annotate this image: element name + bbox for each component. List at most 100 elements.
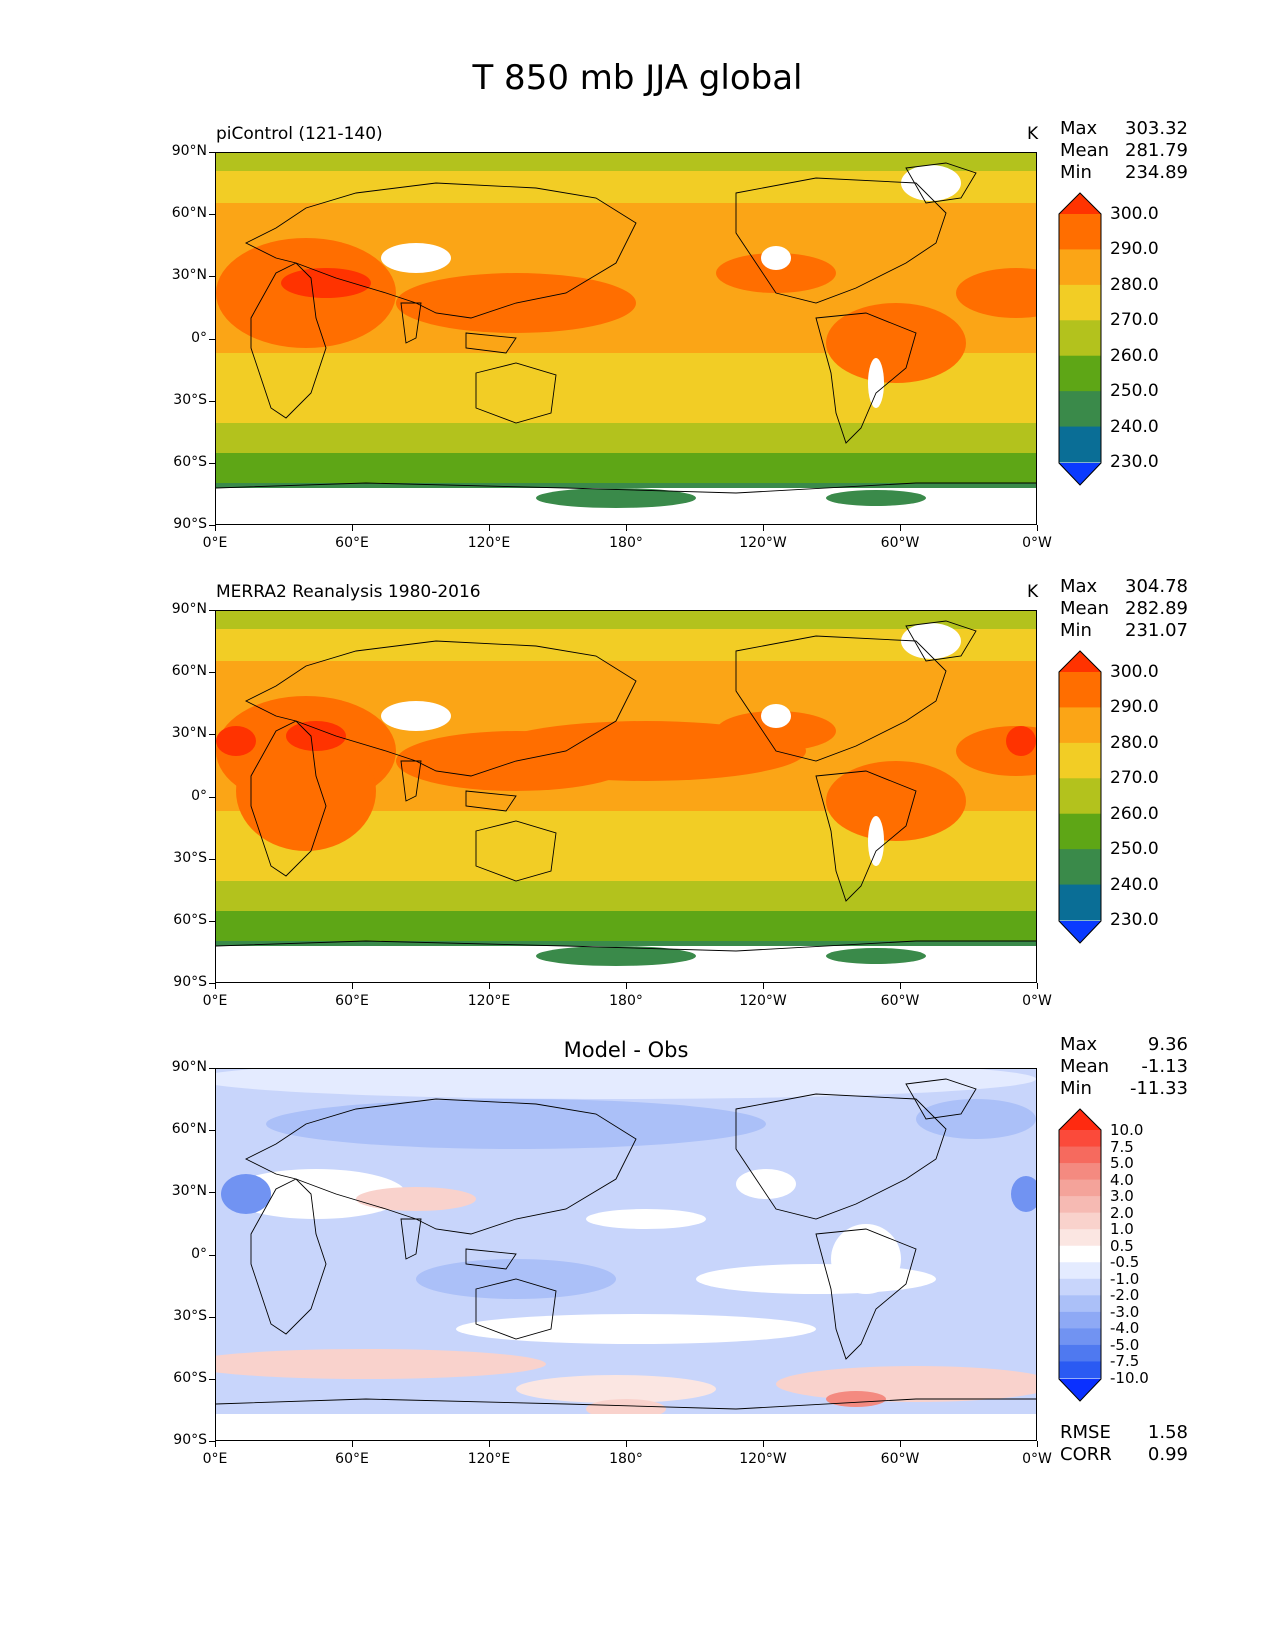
colorbar-outline (1058, 192, 1102, 486)
lon-tick-label: 0°E (202, 535, 228, 551)
coastline (244, 1098, 637, 1235)
colorbar-segment (1059, 1163, 1101, 1181)
colorbar-label: 230.0 (1110, 910, 1159, 930)
lat-tick-label: 0° (191, 1245, 207, 1262)
lon-tick-label: 0°W (1022, 993, 1052, 1009)
temperature-band (216, 453, 1036, 483)
lat-tick-label: 60°N (171, 663, 207, 680)
coastline (815, 770, 917, 902)
lon-tick (489, 1441, 490, 1447)
colorbar-segment (1059, 1361, 1101, 1379)
anomaly-region (696, 1264, 936, 1294)
anomaly-region (221, 1174, 271, 1214)
figure-title: T 850 mb JJA global (472, 58, 803, 98)
hot-region (286, 721, 346, 751)
colorbar-label: 250.0 (1110, 839, 1159, 860)
colorbar-label: 4.0 (1110, 1170, 1134, 1189)
lon-tick-label: 120°W (739, 993, 787, 1009)
lat-tick-label: 30°N (171, 267, 207, 284)
colorbar-label: 290.0 (1110, 239, 1159, 260)
lat-tick (209, 1316, 215, 1318)
lat-tick (209, 525, 215, 526)
coastline (250, 262, 327, 419)
lon-tick (900, 1441, 901, 1447)
colorbar-label: 2.0 (1110, 1203, 1134, 1222)
colorbar-label: -2.0 (1110, 1286, 1140, 1305)
lon-tick-label: 120°E (467, 993, 511, 1009)
colorbar-label: 260.0 (1110, 803, 1159, 824)
colorbar-label: -1.0 (1110, 1269, 1140, 1288)
map-panel-1: piControl (121-140) K 90°N 60°N 30°N 0° 30°S 60… (0, 118, 1275, 560)
colorbar-segment (1059, 1212, 1101, 1230)
colorbar-label: 0.5 (1110, 1236, 1134, 1255)
lat-tick-label: 0° (191, 329, 207, 346)
stat-row: Mean 282.89 (1060, 598, 1188, 620)
lat-tick (209, 734, 215, 736)
colorbar-segment (1059, 355, 1101, 392)
colorbar-segment (1059, 813, 1101, 850)
colorbar-extend-max (1059, 651, 1101, 672)
lon-tick (489, 525, 490, 531)
lon-tick-label: 120°W (739, 535, 787, 551)
anomaly-region (216, 1349, 546, 1379)
colorbar-label: -5.0 (1110, 1335, 1140, 1354)
warm-region (826, 303, 966, 383)
lat-tick-label: 60°S (173, 1369, 207, 1386)
stat-value: 304.78 (1125, 576, 1188, 597)
coastline (735, 635, 947, 762)
coastline (465, 332, 517, 354)
lat-tick-label: 60°S (173, 911, 207, 928)
temperature-band (216, 851, 1036, 881)
colorbar-label: 270.0 (1110, 768, 1159, 789)
lat-tick (209, 214, 215, 216)
lat-tick (209, 338, 215, 340)
temperature-band (216, 203, 1036, 253)
cold-region (536, 946, 696, 966)
colorbar-label: 280.0 (1110, 274, 1159, 295)
stat-value: 231.07 (1125, 620, 1188, 641)
map-area (215, 152, 1037, 525)
lat-tick-label: 30°S (173, 391, 207, 408)
stat-label: Mean (1060, 140, 1110, 161)
missing-data (868, 816, 884, 866)
missing-data (868, 358, 884, 408)
colorbar-segment (1059, 284, 1101, 321)
lon-tick (626, 983, 627, 989)
lon-tick-label: 60°W (880, 993, 920, 1009)
colorbar-label: 230.0 (1110, 452, 1159, 472)
temperature-band (216, 661, 1036, 711)
colorbar-label: 3.0 (1110, 1187, 1134, 1206)
stat-label: Max (1060, 1034, 1098, 1055)
colorbar-segment (1059, 672, 1101, 708)
map-area (215, 1068, 1037, 1441)
temperature-band (216, 629, 1036, 661)
cold-region (536, 488, 696, 508)
lon-tick-label: 60°E (335, 535, 369, 551)
stat-row: RMSE 1.58 (1060, 1422, 1188, 1444)
map-area (215, 610, 1037, 983)
map-svg (216, 1069, 1036, 1440)
colorbar-segment (1059, 707, 1101, 744)
coastline (475, 820, 557, 882)
colorbar-segment (1059, 1196, 1101, 1214)
colorbar-label: 240.0 (1110, 874, 1159, 895)
anomaly-region (826, 1391, 886, 1407)
anomaly-region (456, 1314, 816, 1344)
lon-tick-label: 60°W (880, 1451, 920, 1467)
stat-value: -11.33 (1129, 1078, 1188, 1099)
colorbar-container (1058, 1108, 1102, 1406)
map-panel-2: MERRA2 Reanalysis 1980-2016 K 90°N 60°N 30°N… (0, 576, 1275, 1018)
coastline (735, 177, 947, 304)
lat-tick (209, 400, 215, 402)
warm-region (826, 761, 966, 841)
colorbar-segment (1059, 1245, 1101, 1263)
colorbar-segment (1059, 1344, 1101, 1362)
lon-tick-label: 60°W (880, 535, 920, 551)
lon-tick-label: 0°W (1022, 1451, 1052, 1467)
lon-tick-label: 60°E (335, 1451, 369, 1467)
temperature-band (216, 911, 1036, 941)
stat-label: RMSE (1060, 1422, 1111, 1443)
lat-tick (209, 610, 215, 611)
stat-label: Mean (1060, 1056, 1110, 1077)
stat-value: 0.99 (1147, 1444, 1188, 1465)
